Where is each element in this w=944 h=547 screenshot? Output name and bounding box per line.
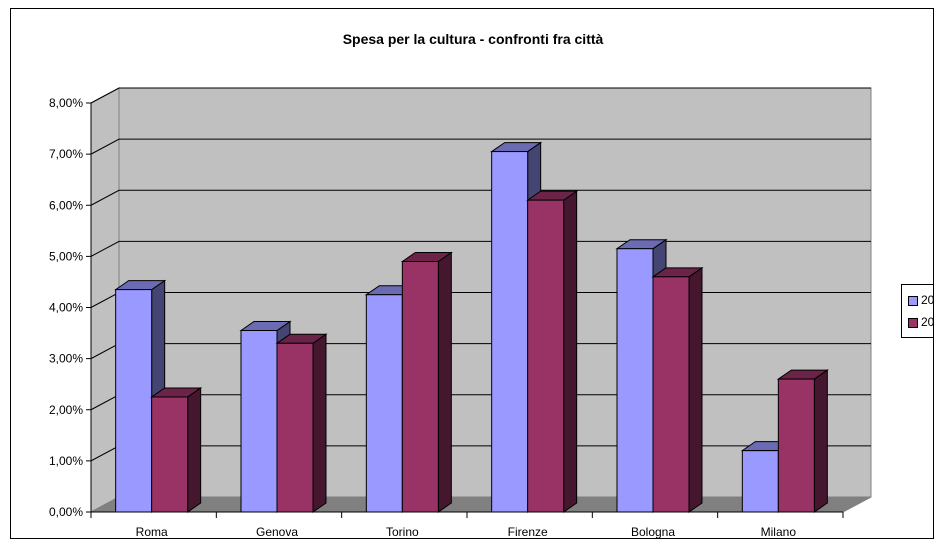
chart-title: Spesa per la cultura - confronti fra cit… bbox=[342, 31, 604, 47]
bar-front bbox=[652, 276, 690, 513]
bar-bologna-2012 bbox=[651, 266, 704, 513]
bar-milano-2012 bbox=[776, 369, 829, 513]
gridline bbox=[90, 138, 871, 155]
y-tick-label: 4,00% bbox=[49, 301, 83, 315]
bar-genova-2012 bbox=[275, 333, 328, 513]
x-tick-label: Roma bbox=[136, 525, 168, 539]
legend-swatch-series-2 bbox=[908, 318, 918, 328]
bar-front bbox=[365, 294, 403, 513]
bar-torino-2012 bbox=[400, 251, 453, 513]
y-tick-label: 8,00% bbox=[49, 96, 83, 110]
y-tick-label: 0,00% bbox=[49, 505, 83, 519]
bar-front bbox=[115, 289, 153, 513]
bar-front bbox=[401, 260, 439, 513]
legend-swatch-series-1 bbox=[908, 296, 918, 306]
bar-roma-2012 bbox=[150, 387, 203, 513]
gridline bbox=[90, 240, 871, 257]
legend-label-series-2: 2012 bbox=[921, 315, 934, 329]
bar-side bbox=[437, 251, 452, 513]
bar-front bbox=[151, 396, 189, 513]
bar-front bbox=[240, 330, 278, 513]
bar-side bbox=[813, 369, 828, 513]
y-tick-label: 6,00% bbox=[49, 198, 83, 212]
x-tick-label: Bologna bbox=[631, 525, 675, 539]
legend: 2002 2012 bbox=[901, 284, 934, 338]
bar-firenze-2012 bbox=[526, 190, 579, 513]
y-tick-label: 1,00% bbox=[49, 454, 83, 468]
gridline bbox=[90, 189, 871, 206]
bar-front bbox=[741, 450, 779, 513]
bar-front bbox=[276, 342, 314, 513]
gridline bbox=[90, 87, 871, 104]
y-tick-label: 5,00% bbox=[49, 249, 83, 263]
y-tick-label: 7,00% bbox=[49, 147, 83, 161]
bar-front bbox=[616, 248, 654, 513]
bar-side bbox=[563, 190, 578, 513]
x-tick-label: Torino bbox=[386, 525, 419, 539]
bar-front bbox=[527, 199, 565, 513]
chart-plot: 0,00% 1,00% 2,00% 3,00% 4,00% 5,00% 6,00% 7,00%… bbox=[49, 87, 872, 539]
bar-side bbox=[688, 266, 703, 513]
y-tick-label: 3,00% bbox=[49, 352, 83, 366]
x-tick-label: Milano bbox=[761, 525, 797, 539]
bar-front bbox=[491, 151, 529, 513]
x-tick-label: Firenze bbox=[508, 525, 548, 539]
bar-front bbox=[777, 378, 815, 513]
bar-side bbox=[312, 333, 327, 513]
y-tick-label: 2,00% bbox=[49, 403, 83, 417]
bar-side bbox=[187, 387, 202, 513]
chart-frame: Spesa per la cultura - confronti fra cit… bbox=[10, 8, 934, 539]
legend-label-series-1: 2002 bbox=[921, 293, 934, 307]
x-tick-label: Genova bbox=[256, 525, 298, 539]
